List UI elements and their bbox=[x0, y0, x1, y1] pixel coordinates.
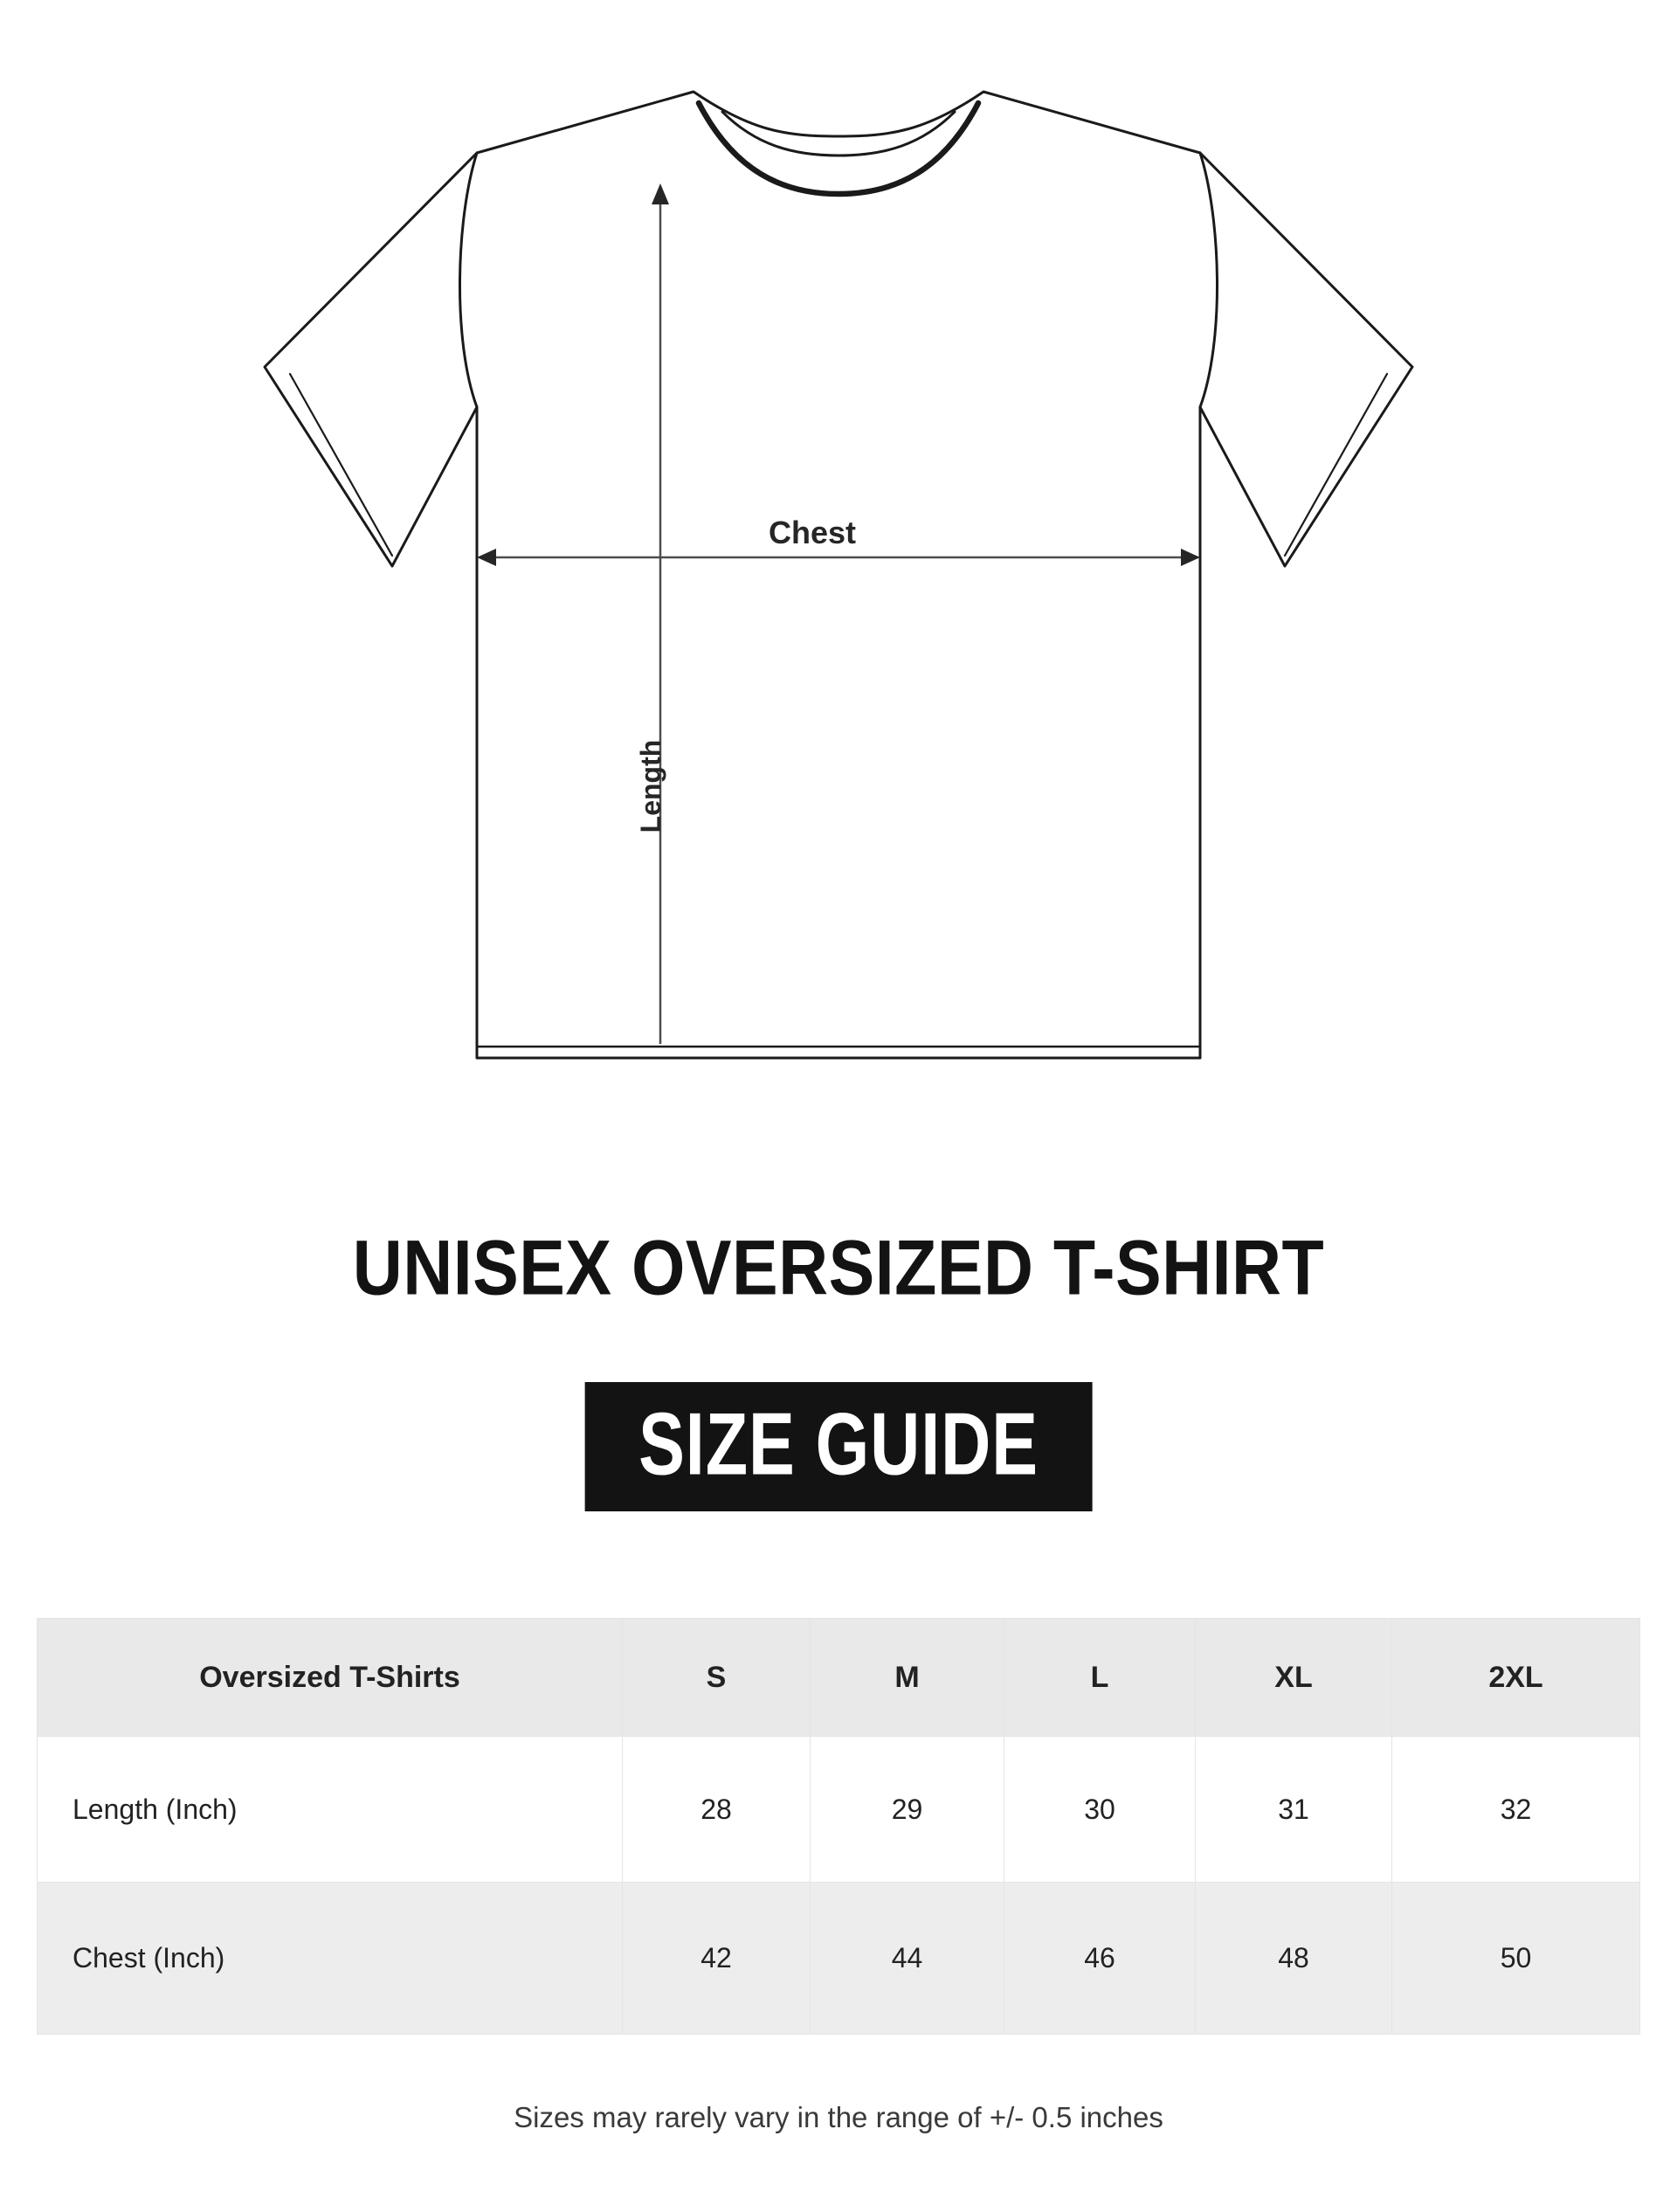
svg-text:Length: Length bbox=[635, 740, 666, 833]
svg-text:Chest: Chest bbox=[769, 515, 856, 550]
